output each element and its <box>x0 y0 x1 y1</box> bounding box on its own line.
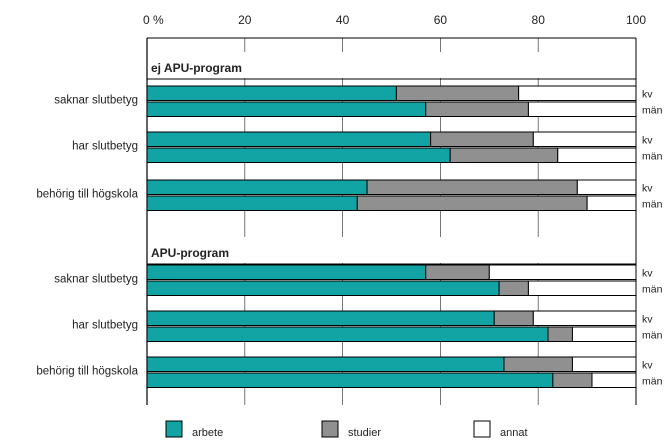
legend-swatch-studier <box>322 421 338 437</box>
bar-segment-arbete <box>147 327 548 342</box>
bar-segment-studier <box>450 148 558 163</box>
bar-segment-studier <box>494 311 533 326</box>
category-label: har slutbetyg <box>72 141 138 153</box>
bar-segment-arbete <box>147 196 357 211</box>
bar-segment-arbete <box>147 102 426 117</box>
x-tick-label: 80 <box>532 13 546 27</box>
bar-segment-studier <box>553 373 592 388</box>
sex-label: kv <box>642 89 653 101</box>
bar-segment-annat <box>489 265 636 280</box>
x-tick-label: 100 <box>626 13 646 27</box>
sex-label: män <box>642 376 663 388</box>
legend-swatch-arbete <box>166 421 182 437</box>
legend-swatch-annat <box>474 421 490 437</box>
category-label: har slutbetyg <box>72 320 138 332</box>
bar-segment-annat <box>528 102 636 117</box>
bar-segment-annat <box>519 86 636 101</box>
bar-segment-arbete <box>147 132 431 147</box>
group-title: APU-program <box>151 246 229 260</box>
category-label: behörig till högskola <box>36 189 138 201</box>
x-tick-label: 20 <box>238 13 252 27</box>
legend-label: annat <box>500 427 528 439</box>
sex-label: män <box>642 105 663 117</box>
bar-segment-arbete <box>147 148 450 163</box>
sex-label: kv <box>642 314 653 326</box>
legend-label: arbete <box>192 427 223 439</box>
bar-segment-studier <box>357 196 587 211</box>
bar-segment-studier <box>426 102 529 117</box>
sex-label: kv <box>642 135 653 147</box>
bar-segment-annat <box>572 327 636 342</box>
bar-segment-annat <box>577 180 636 195</box>
bar-segment-studier <box>431 132 534 147</box>
bar-segment-studier <box>504 357 572 372</box>
bar-segment-arbete <box>147 281 499 296</box>
bar-segment-studier <box>548 327 572 342</box>
bar-segment-studier <box>396 86 518 101</box>
bar-segment-annat <box>528 281 636 296</box>
sex-label: kv <box>642 183 653 195</box>
sex-label: män <box>642 284 663 296</box>
bar-segment-annat <box>592 373 636 388</box>
legend-label: studier <box>348 427 381 439</box>
bar-segment-studier <box>499 281 528 296</box>
bar-segment-annat <box>533 132 636 147</box>
category-label: behörig till högskola <box>36 366 138 378</box>
x-tick-label: 60 <box>434 13 448 27</box>
x-tick-label: 0 % <box>143 13 164 27</box>
bar-segment-studier <box>426 265 490 280</box>
bar-segment-arbete <box>147 373 553 388</box>
sex-label: kv <box>642 360 653 372</box>
bar-segment-arbete <box>147 357 504 372</box>
bar-segment-arbete <box>147 180 367 195</box>
bar-segment-arbete <box>147 265 426 280</box>
bar-segment-arbete <box>147 86 396 101</box>
bar-segment-annat <box>572 357 636 372</box>
group-title: ej APU-program <box>151 61 242 75</box>
bar-segment-arbete <box>147 311 494 326</box>
sex-label: män <box>642 330 663 342</box>
category-label: saknar slutbetyg <box>54 274 138 286</box>
bar-segment-annat <box>558 148 636 163</box>
sex-label: kv <box>642 268 653 280</box>
category-label: saknar slutbetyg <box>54 95 138 107</box>
sex-label: män <box>642 151 663 163</box>
x-tick-label: 40 <box>336 13 350 27</box>
bar-segment-studier <box>367 180 577 195</box>
bar-segment-annat <box>533 311 636 326</box>
sex-label: män <box>642 199 663 211</box>
bar-segment-annat <box>587 196 636 211</box>
